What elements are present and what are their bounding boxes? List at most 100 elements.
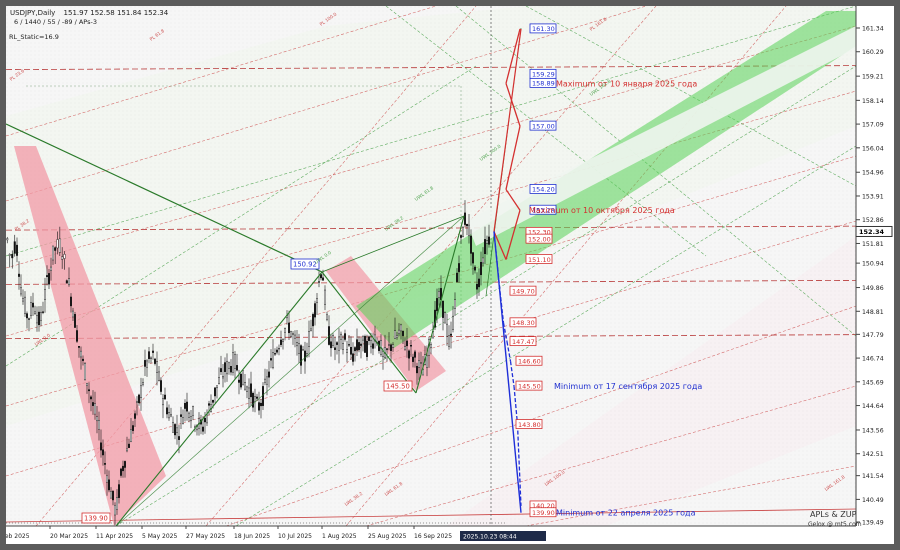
horizontal-level-line <box>5 65 857 70</box>
pivot-label-box <box>81 512 111 524</box>
lower-projection-line <box>502 322 508 342</box>
candle-body <box>338 336 341 351</box>
candle-body <box>149 357 152 359</box>
candle-body <box>97 420 100 430</box>
upper-target-label: 159.29 <box>532 71 555 79</box>
current-price-label: 152.34 <box>859 228 885 236</box>
candle-body <box>247 387 250 400</box>
price-annotation: Minimum от 22 апреля 2025 года <box>556 509 696 518</box>
x-tick-label: 27 May 2025 <box>186 533 225 540</box>
candle-body <box>245 386 248 392</box>
candle-body <box>466 223 469 227</box>
zigzag-segment <box>321 215 465 273</box>
zigzag-segment <box>5 123 323 273</box>
upper-target-label: 152.00 <box>528 235 551 243</box>
candle-body <box>418 360 421 368</box>
y-tick-label: 156.04 <box>862 145 884 152</box>
candle-body <box>486 240 489 244</box>
candle-body <box>474 266 477 271</box>
candle-body <box>476 283 479 290</box>
candle-body <box>223 362 226 372</box>
y-tick-label: 141.54 <box>862 473 884 480</box>
candle-body <box>326 314 329 320</box>
candle-body <box>280 339 283 345</box>
pivot-label: 145.50 <box>386 383 410 391</box>
header-line2: 6 / 1440 / 55 / -89 / APs-3 <box>14 18 97 26</box>
lower-target-label-box <box>515 355 543 366</box>
candle-body <box>364 336 367 353</box>
x-tick-label: 5 Feb 2025 <box>6 533 30 540</box>
candle-body <box>253 396 256 403</box>
candle-body <box>207 403 210 406</box>
y-tick-label: 159.21 <box>862 74 884 81</box>
candle-body <box>8 254 11 256</box>
fib-line-green <box>235 145 857 527</box>
candle-body <box>332 335 335 346</box>
candle-body <box>450 333 453 336</box>
candle-body <box>334 347 337 350</box>
candle-body <box>189 416 192 422</box>
chart-area[interactable]: 161.30 159.29 158.89 157.00 154.20 153.28 152.… <box>0 5 894 544</box>
candle-body <box>366 340 369 357</box>
lower-target-label-box <box>509 317 537 328</box>
candle-body <box>392 344 395 348</box>
candle-body <box>99 442 102 451</box>
candle-body <box>227 362 230 369</box>
fib-line-green <box>5 5 857 257</box>
candle-body <box>356 339 359 351</box>
lower-projection-main <box>493 231 522 513</box>
lower-target-label-box <box>509 336 537 346</box>
lower-target-label-box <box>529 507 557 518</box>
current-price-box <box>855 225 893 237</box>
y-tick-label: 160.29 <box>862 49 884 56</box>
pivot-label-box <box>383 380 413 392</box>
candle-body <box>215 385 218 389</box>
candle-body <box>205 414 208 424</box>
candle-body <box>185 401 188 412</box>
candle-body <box>386 348 389 350</box>
candle-body <box>304 350 307 362</box>
candlestick-series <box>6 200 491 526</box>
candle-body <box>462 227 465 237</box>
upper-target-label: 151.10 <box>528 256 551 264</box>
candle-body <box>213 387 216 397</box>
upper-projection-line <box>505 125 521 190</box>
candle-body <box>318 281 321 283</box>
candle-body <box>119 468 122 476</box>
y-tick-label: 147.79 <box>862 332 884 339</box>
candle-body <box>404 346 407 350</box>
candle-body <box>436 298 439 312</box>
candle-body <box>448 335 451 347</box>
candle-body <box>478 278 481 288</box>
candle-body <box>109 491 112 499</box>
candle-body <box>412 356 415 362</box>
candle-body <box>388 344 391 346</box>
y-tick-label: 154.96 <box>862 170 884 177</box>
pivot-label: 139.90 <box>84 515 108 523</box>
candle-body <box>161 398 164 406</box>
time-axis[interactable] <box>6 526 856 544</box>
candle-body <box>360 343 363 346</box>
upper-projection-line <box>505 83 521 127</box>
candle-body <box>123 461 126 468</box>
upper-projection-line <box>505 189 521 211</box>
candle-body <box>133 413 136 419</box>
candle-body <box>410 344 413 347</box>
candle-body <box>468 224 471 237</box>
candle-body <box>394 330 397 339</box>
candle-body <box>255 396 258 399</box>
x-tick-label: 11 Apr 2025 <box>96 533 133 540</box>
candle-body <box>87 389 90 392</box>
upper-target-label-box <box>525 233 553 244</box>
y-tick-label: 139.49 <box>862 520 884 527</box>
price-axis[interactable] <box>856 6 894 544</box>
candle-body <box>38 311 41 326</box>
x-tick-label: 16 Sep 2025 <box>414 533 452 540</box>
candle-body <box>211 399 214 403</box>
candle-body <box>324 289 327 305</box>
candle-body <box>143 360 146 367</box>
candle-body <box>454 299 457 309</box>
candle-body <box>30 302 33 316</box>
y-tick-label: 144.64 <box>862 403 884 410</box>
